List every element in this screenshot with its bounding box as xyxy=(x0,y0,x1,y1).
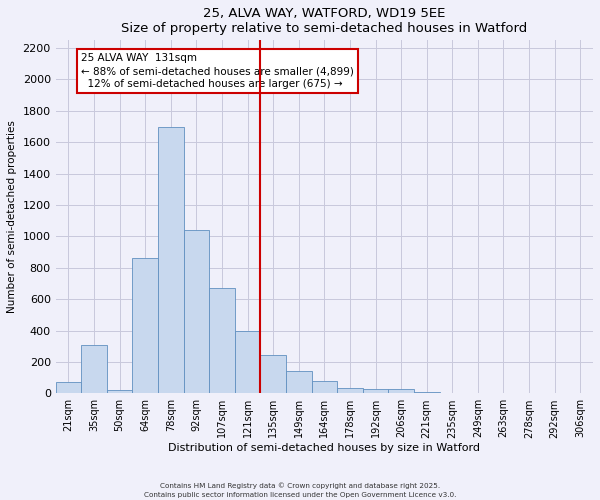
Bar xyxy=(107,390,133,394)
Bar xyxy=(337,388,363,394)
Bar xyxy=(133,258,158,394)
Y-axis label: Number of semi-detached properties: Number of semi-detached properties xyxy=(7,120,17,313)
Bar xyxy=(158,128,184,394)
X-axis label: Distribution of semi-detached houses by size in Watford: Distribution of semi-detached houses by … xyxy=(169,443,481,453)
Bar xyxy=(184,230,209,394)
Bar xyxy=(311,380,337,394)
Bar xyxy=(209,288,235,394)
Title: 25, ALVA WAY, WATFORD, WD19 5EE
Size of property relative to semi-detached house: 25, ALVA WAY, WATFORD, WD19 5EE Size of … xyxy=(121,7,527,35)
Bar xyxy=(363,390,388,394)
Bar xyxy=(414,392,439,394)
Bar xyxy=(81,346,107,394)
Bar xyxy=(235,330,260,394)
Text: 25 ALVA WAY  131sqm
← 88% of semi-detached houses are smaller (4,899)
  12% of s: 25 ALVA WAY 131sqm ← 88% of semi-detache… xyxy=(81,53,354,89)
Bar xyxy=(286,370,311,394)
Bar xyxy=(56,382,81,394)
Bar xyxy=(388,388,414,394)
Text: Contains HM Land Registry data © Crown copyright and database right 2025.
Contai: Contains HM Land Registry data © Crown c… xyxy=(144,482,456,498)
Bar xyxy=(260,355,286,394)
